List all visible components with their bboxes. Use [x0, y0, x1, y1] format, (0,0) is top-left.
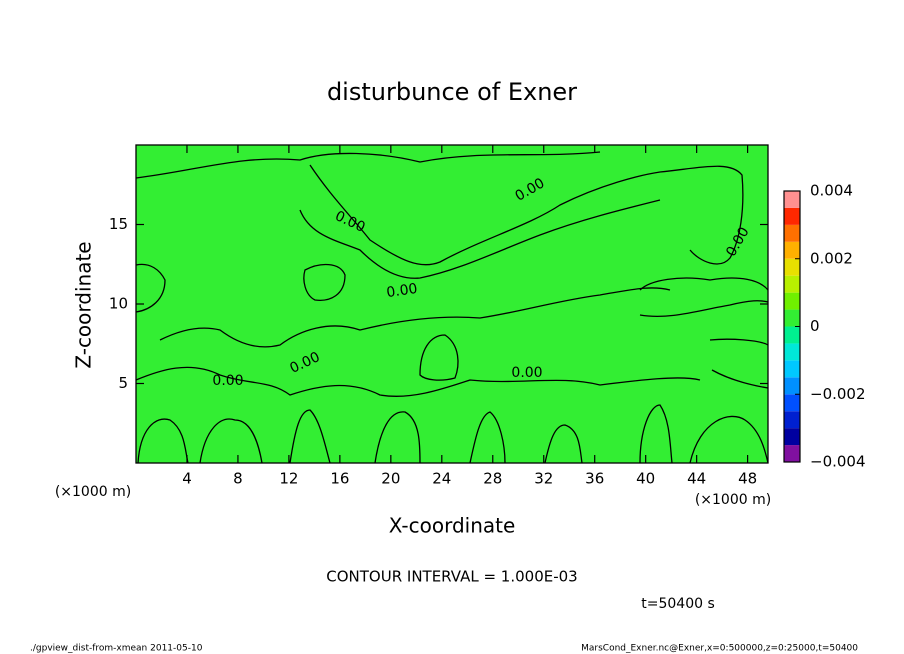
- colorbar-tick-label: −0.004: [810, 453, 866, 471]
- x-tick-label: 12: [279, 470, 298, 488]
- colorbar-band: [784, 275, 800, 293]
- colorbar-band: [784, 292, 800, 310]
- contour-label: 0.00: [385, 281, 418, 301]
- colorbar-band: [784, 377, 800, 395]
- x-tick-label: 16: [330, 470, 349, 488]
- colorbar-band: [784, 411, 800, 429]
- x-axis-label: X-coordinate: [389, 514, 516, 538]
- x-tick-label: 24: [432, 470, 451, 488]
- contour-label: 0.00: [212, 373, 243, 389]
- y-tick-label: 15: [109, 215, 128, 233]
- contour-lines: [135, 151, 769, 464]
- contour-line: [303, 263, 346, 301]
- x-tick-label: 8: [233, 470, 243, 488]
- colorbar-band: [784, 224, 800, 242]
- x-tick-label: 20: [381, 470, 400, 488]
- contour-label: 0.00: [511, 365, 542, 381]
- contour-line: [709, 338, 769, 389]
- contour-line: [135, 151, 601, 179]
- y-tick-label: 10: [109, 295, 128, 313]
- x-tick-label: 48: [738, 470, 757, 488]
- x-tick-label: 4: [182, 470, 192, 488]
- time-label: t=50400 s: [641, 596, 715, 612]
- colorbar-band: [784, 428, 800, 446]
- colorbar-band: [784, 445, 800, 462]
- chart-title: disturbunce of Exner: [327, 78, 577, 106]
- colorbar-tick-label: 0.004: [810, 182, 853, 200]
- colorbar-band: [784, 309, 800, 327]
- colorbar-band: [784, 360, 800, 378]
- colorbar-band: [784, 326, 800, 344]
- y-axis-label: Z-coordinate: [72, 241, 96, 368]
- contour-line: [159, 287, 671, 348]
- contour-line: [309, 164, 744, 266]
- y-tick-label: 5: [118, 374, 128, 392]
- colorbar-tick-label: 0: [810, 317, 820, 335]
- x-tick-label: 44: [687, 470, 706, 488]
- footer-left: ./gpview_dist-from-xmean 2011-05-10: [30, 644, 203, 654]
- contour-line: [419, 334, 459, 381]
- colorbar-tick-label: 0.002: [810, 249, 853, 267]
- x-tick-label: 36: [585, 470, 604, 488]
- footer-right: MarsCond_Exner.nc@Exner,x=0:500000,z=0:2…: [581, 644, 858, 654]
- contour-interval: CONTOUR INTERVAL = 1.000E-03: [326, 568, 577, 586]
- y-axis-unit: (×1000 m): [55, 484, 131, 500]
- colorbar-band: [784, 394, 800, 412]
- colorbar-band: [784, 343, 800, 361]
- x-tick-label: 40: [636, 470, 655, 488]
- contour-line: [299, 199, 661, 279]
- colorbar-band: [784, 258, 800, 276]
- colorbar-band: [784, 191, 800, 208]
- colorbar-band: [784, 207, 800, 225]
- x-tick-label: 28: [483, 470, 502, 488]
- field-background: [136, 145, 768, 463]
- x-tick-label: 32: [534, 470, 553, 488]
- contour-line: [639, 277, 769, 318]
- colorbar-band: [784, 241, 800, 259]
- x-axis-unit: (×1000 m): [695, 492, 771, 508]
- contour-line: [135, 263, 166, 313]
- contour-line: [135, 366, 701, 397]
- contour-line: [137, 404, 769, 464]
- colorbar-tick-label: −0.002: [810, 385, 866, 403]
